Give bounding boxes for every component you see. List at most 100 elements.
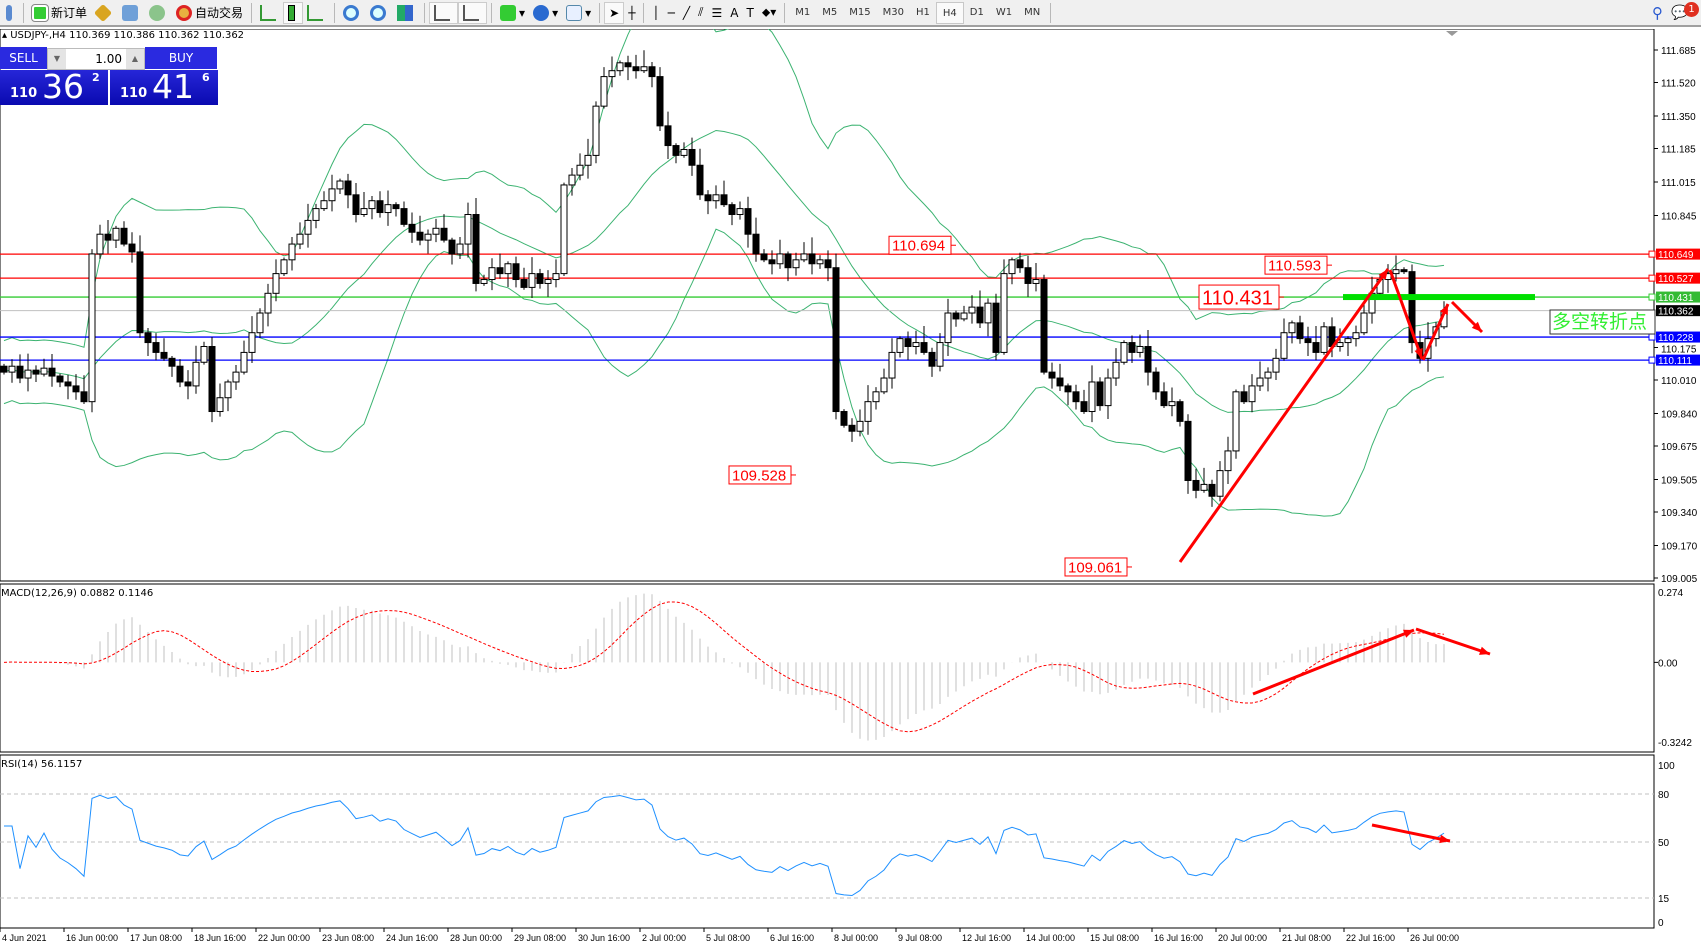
crosshair-button[interactable]: ┼ <box>628 5 636 20</box>
price-chart[interactable]: 111.685 111.520 111.350 111.185 111.015 110.8… <box>0 29 1701 945</box>
timeframe-h1[interactable]: H1 <box>915 6 930 18</box>
sell-price[interactable]: 110 36 2 <box>0 67 108 106</box>
candle-body <box>192 361 200 387</box>
fibonacci-button[interactable]: ☰ <box>711 5 723 20</box>
periods-button[interactable]: ▾ <box>529 2 562 24</box>
candle-body <box>216 397 224 413</box>
candle-body <box>928 351 936 367</box>
add-indicator-icon <box>500 4 517 21</box>
timeframe-m5[interactable]: M5 <box>822 6 838 18</box>
book-icon <box>93 3 113 22</box>
line-handle <box>1648 333 1656 341</box>
buy-price[interactable]: 110 41 6 <box>110 67 218 106</box>
candle-body <box>488 267 496 281</box>
candle-body <box>608 70 616 78</box>
pivot-text-box <box>1549 309 1656 335</box>
templates-button[interactable]: ▾ <box>562 2 595 24</box>
auto-trading-button[interactable]: 自动交易 <box>172 2 247 24</box>
candle-body <box>1016 259 1024 269</box>
time-label: 15 Jul 08:00 <box>1090 933 1139 943</box>
candle-body <box>1120 342 1128 363</box>
candle-body <box>248 332 256 353</box>
chart-shift-button[interactable] <box>458 1 488 24</box>
cursor-button[interactable]: ➤ <box>604 1 625 24</box>
price-tick-label: 109.005 <box>1661 574 1698 585</box>
candle-body <box>24 369 32 379</box>
candlestick-chart-button[interactable] <box>283 1 304 24</box>
vertical-line-button[interactable]: │ <box>652 5 660 20</box>
candle-body <box>128 243 136 253</box>
candle-body <box>1008 259 1016 275</box>
candle-body <box>408 223 416 233</box>
candle-body <box>304 219 312 235</box>
price-line-tag-label: 110.527 <box>1658 274 1694 285</box>
new-order-button[interactable]: 新订单 <box>28 2 91 24</box>
price-tick-label: 109.170 <box>1661 541 1698 552</box>
candle-body <box>480 279 488 284</box>
horizontal-line-button[interactable]: ─ <box>667 5 675 20</box>
template-icon <box>566 4 583 21</box>
sell-button[interactable]: SELL <box>0 47 47 69</box>
price-line-tag <box>1656 291 1700 303</box>
zoom-tool-button[interactable] <box>2 2 19 24</box>
timeframe-d1[interactable]: D1 <box>969 6 984 18</box>
candle-body <box>880 377 888 393</box>
candle-body <box>264 292 272 314</box>
candle-body <box>424 233 432 241</box>
timeframe-w1[interactable]: W1 <box>995 6 1013 18</box>
candle-body <box>112 227 120 241</box>
search-button[interactable]: ⚲ <box>1648 2 1667 24</box>
text-button[interactable]: A <box>730 5 739 20</box>
indicators-button[interactable]: ▾ <box>496 2 529 24</box>
tile-windows-icon <box>397 4 414 21</box>
candle-body <box>312 208 320 221</box>
clock-icon <box>533 4 550 21</box>
candle-body <box>1352 332 1360 340</box>
macd-signal-line <box>3 601 1445 733</box>
arrows-button[interactable]: ⬥▾ <box>761 5 777 19</box>
candle-body <box>168 357 176 367</box>
timeframe-h4[interactable]: H4 <box>935 1 964 24</box>
candle-body <box>328 188 336 202</box>
lot-increase-button[interactable]: ▲ <box>126 49 144 69</box>
time-label: 5 Jul 08:00 <box>706 933 750 943</box>
candle-body <box>384 204 392 214</box>
timeframe-m1[interactable]: M1 <box>795 6 811 18</box>
candle-body <box>736 208 744 216</box>
candle-body <box>1184 420 1192 481</box>
candle-body <box>1192 479 1200 491</box>
arrow-head <box>1439 304 1448 315</box>
candle-body <box>776 253 784 265</box>
notifications-button[interactable]: 💬 1 <box>1667 1 1701 24</box>
price-label: 110.431 <box>1202 287 1273 309</box>
navigator-button[interactable] <box>145 2 172 24</box>
market-watch-button[interactable] <box>91 2 118 24</box>
line-chart-button[interactable] <box>303 2 330 24</box>
lot-stepper[interactable]: ▼ 1.00 ▲ <box>47 48 145 70</box>
lot-decrease-button[interactable]: ▼ <box>48 49 66 69</box>
zoom-out-button[interactable] <box>366 2 393 24</box>
candle-body <box>440 227 448 241</box>
candle-body <box>792 259 800 269</box>
candle-body <box>784 253 792 269</box>
buy-button[interactable]: BUY <box>145 47 217 69</box>
zoom-in-button[interactable] <box>339 2 366 24</box>
candle-body <box>416 231 424 241</box>
bar-chart-button[interactable] <box>256 2 283 24</box>
equidistant-channel-button[interactable]: ⫽ <box>698 5 704 19</box>
candle-body <box>1224 450 1232 472</box>
lot-input[interactable]: 1.00 <box>95 52 122 66</box>
auto-scroll-button[interactable] <box>429 1 459 24</box>
candle-body <box>184 381 192 387</box>
timeframe-mn[interactable]: MN <box>1024 6 1041 18</box>
candle-body <box>568 174 576 186</box>
price-line-tag <box>1656 305 1700 317</box>
trendline-button[interactable]: ╱ <box>682 5 691 20</box>
timeframe-m15[interactable]: M15 <box>849 6 871 18</box>
tile-windows-button[interactable] <box>393 2 420 24</box>
timeframe-m30[interactable]: M30 <box>882 6 904 18</box>
data-window-button[interactable] <box>118 2 145 24</box>
candle-body <box>1040 279 1048 373</box>
text-label-button[interactable]: T <box>746 5 754 20</box>
auto-trading-icon <box>176 4 193 21</box>
